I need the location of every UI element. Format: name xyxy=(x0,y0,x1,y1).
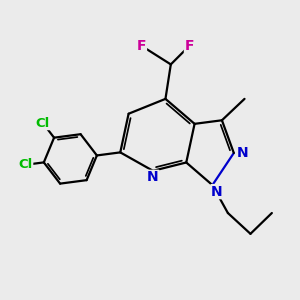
Text: Cl: Cl xyxy=(36,117,50,130)
Text: Cl: Cl xyxy=(18,158,33,171)
Text: F: F xyxy=(184,39,194,53)
Text: N: N xyxy=(211,184,223,199)
Text: F: F xyxy=(137,39,146,53)
Text: N: N xyxy=(147,170,159,184)
Text: N: N xyxy=(236,146,248,160)
